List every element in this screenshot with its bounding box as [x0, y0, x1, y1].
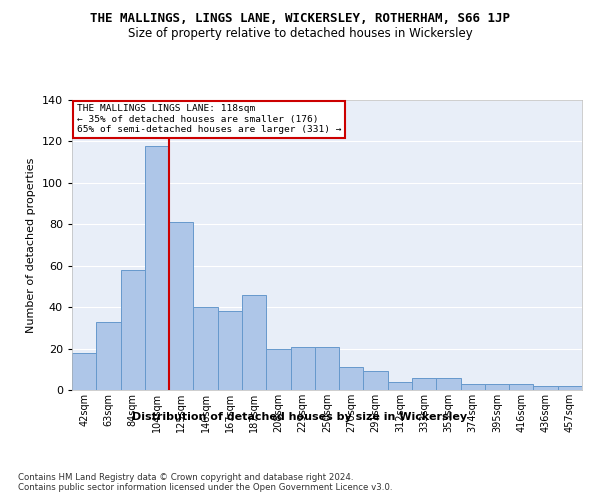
Bar — [96, 322, 121, 390]
Bar — [145, 146, 169, 390]
Bar — [290, 346, 315, 390]
Bar — [436, 378, 461, 390]
Text: Distribution of detached houses by size in Wickersley: Distribution of detached houses by size … — [133, 412, 467, 422]
Bar — [509, 384, 533, 390]
Bar — [315, 346, 339, 390]
Bar — [242, 294, 266, 390]
Bar — [72, 352, 96, 390]
Bar — [388, 382, 412, 390]
Text: Size of property relative to detached houses in Wickersley: Size of property relative to detached ho… — [128, 28, 472, 40]
Bar — [218, 312, 242, 390]
Bar — [121, 270, 145, 390]
Text: THE MALLINGS LINGS LANE: 118sqm
← 35% of detached houses are smaller (176)
65% o: THE MALLINGS LINGS LANE: 118sqm ← 35% of… — [77, 104, 341, 134]
Bar — [266, 348, 290, 390]
Bar — [364, 372, 388, 390]
Text: Contains public sector information licensed under the Open Government Licence v3: Contains public sector information licen… — [18, 482, 392, 492]
Bar — [412, 378, 436, 390]
Text: THE MALLINGS, LINGS LANE, WICKERSLEY, ROTHERHAM, S66 1JP: THE MALLINGS, LINGS LANE, WICKERSLEY, RO… — [90, 12, 510, 26]
Y-axis label: Number of detached properties: Number of detached properties — [26, 158, 36, 332]
Bar — [169, 222, 193, 390]
Text: Contains HM Land Registry data © Crown copyright and database right 2024.: Contains HM Land Registry data © Crown c… — [18, 472, 353, 482]
Bar — [533, 386, 558, 390]
Bar — [485, 384, 509, 390]
Bar — [339, 367, 364, 390]
Bar — [193, 307, 218, 390]
Bar — [558, 386, 582, 390]
Bar — [461, 384, 485, 390]
